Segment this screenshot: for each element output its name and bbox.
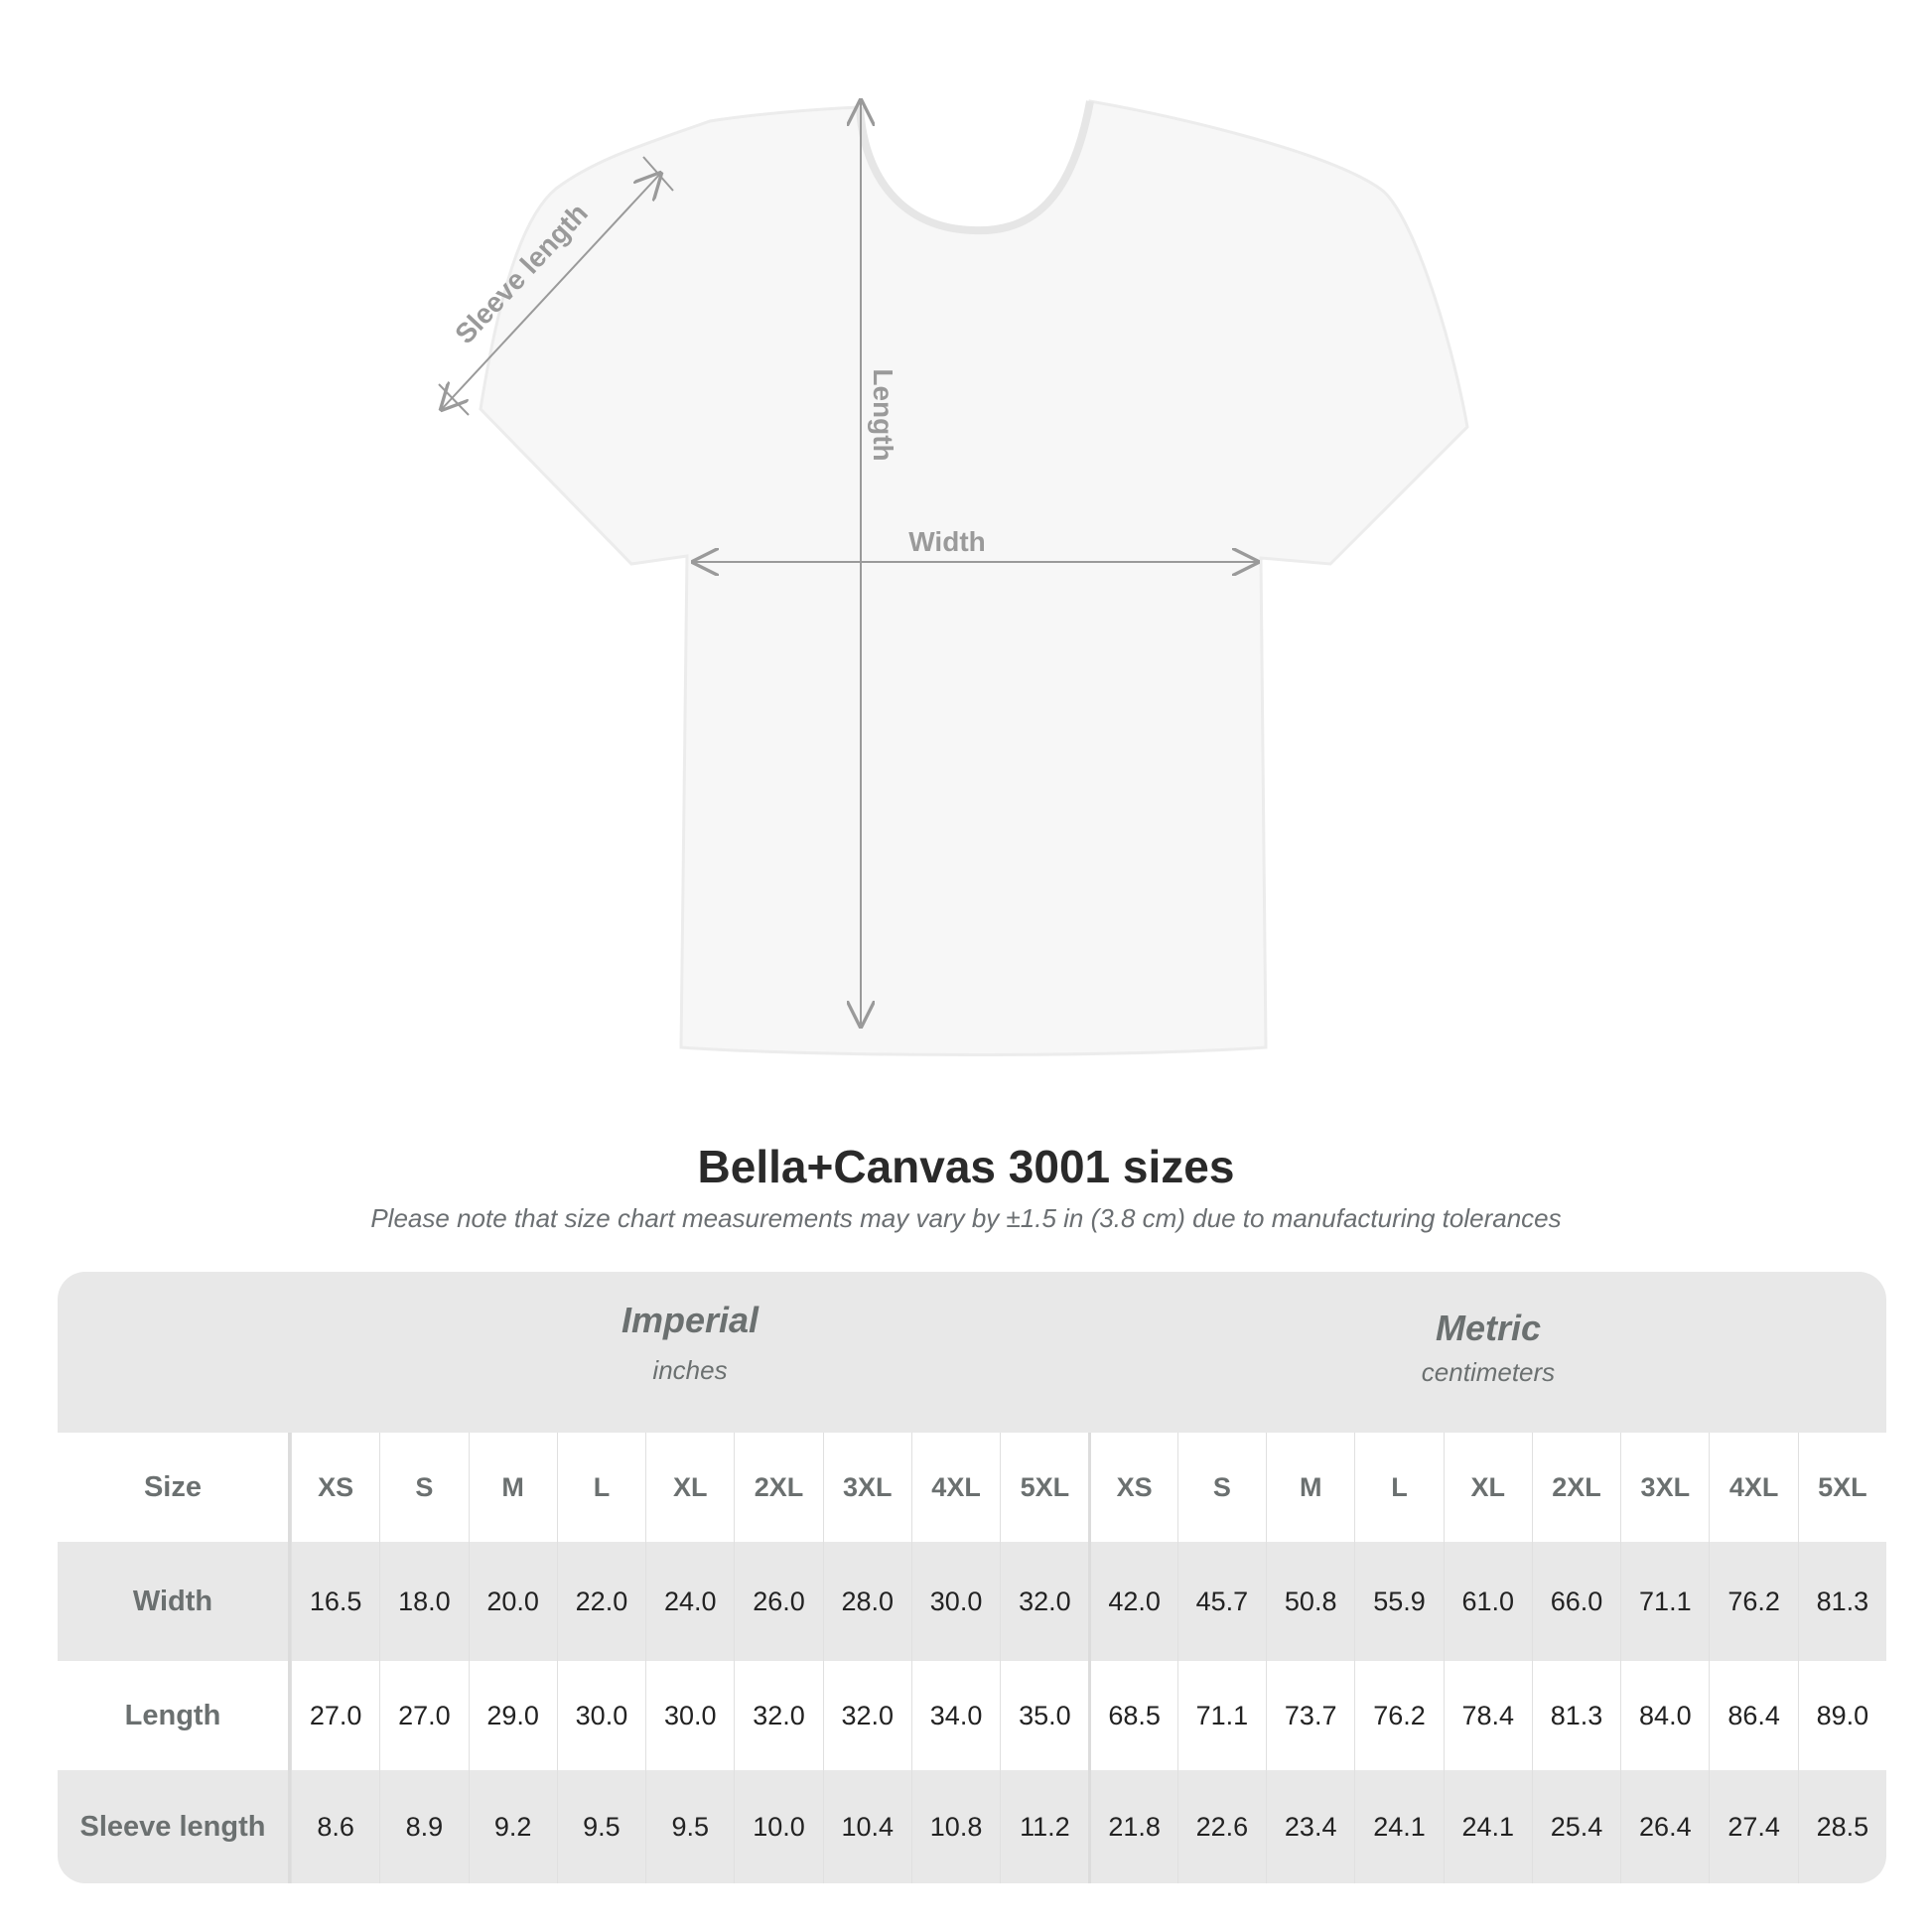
metric-value: 71.1 bbox=[1176, 1661, 1266, 1770]
metric-size-xs: XS bbox=[1088, 1433, 1176, 1542]
metric-value: 22.6 bbox=[1176, 1770, 1266, 1883]
metric-value: 76.2 bbox=[1709, 1542, 1797, 1661]
imperial-value: 28.0 bbox=[822, 1542, 911, 1661]
page-title: Bella+Canvas 3001 sizes bbox=[697, 1141, 1235, 1192]
metric-value: 26.4 bbox=[1620, 1770, 1709, 1883]
imperial-value: 32.0 bbox=[822, 1661, 911, 1770]
imperial-size-xs: XS bbox=[290, 1433, 379, 1542]
imperial-value: 9.2 bbox=[468, 1770, 557, 1883]
imperial-size-2xl: 2XL bbox=[734, 1433, 822, 1542]
imperial-value: 11.2 bbox=[1000, 1770, 1088, 1883]
imperial-size-s: S bbox=[379, 1433, 468, 1542]
metric-value: 45.7 bbox=[1176, 1542, 1266, 1661]
metric-size-2xl: 2XL bbox=[1531, 1433, 1620, 1542]
imperial-value: 32.0 bbox=[734, 1661, 822, 1770]
metric-size-m: M bbox=[1266, 1433, 1354, 1542]
sleeve-arrow bbox=[442, 174, 660, 409]
width-label: Width bbox=[908, 526, 986, 557]
metric-size-3xl: 3XL bbox=[1620, 1433, 1709, 1542]
imperial-title: Imperial bbox=[621, 1300, 759, 1340]
metric-value: 86.4 bbox=[1709, 1661, 1797, 1770]
imperial-value: 20.0 bbox=[468, 1542, 557, 1661]
imperial-value: 26.0 bbox=[734, 1542, 822, 1661]
metric-value: 89.0 bbox=[1797, 1661, 1886, 1770]
imperial-value: 30.0 bbox=[910, 1542, 1000, 1661]
imperial-size-xl: XL bbox=[645, 1433, 734, 1542]
metric-unit: centimeters bbox=[1421, 1357, 1556, 1387]
length-label: Length bbox=[868, 368, 898, 461]
metric-value: 61.0 bbox=[1443, 1542, 1532, 1661]
table-row-width: Width 16.5 18.0 20.0 22.0 24.0 26.0 28.0 30.0 32.… bbox=[58, 1542, 1886, 1661]
tolerance-note: Please note that size chart measurements… bbox=[370, 1203, 1562, 1233]
imperial-size-l: L bbox=[556, 1433, 645, 1542]
metric-value: 84.0 bbox=[1620, 1661, 1709, 1770]
imperial-size-4xl: 4XL bbox=[910, 1433, 1000, 1542]
metric-value: 24.1 bbox=[1443, 1770, 1532, 1883]
metric-value: 78.4 bbox=[1443, 1661, 1532, 1770]
imperial-value: 27.0 bbox=[290, 1661, 379, 1770]
imperial-value: 22.0 bbox=[556, 1542, 645, 1661]
size-header-row: Size XS S M L XL 2XL 3XL 4XL 5XL XS S M L XL 2XL 3XL 4XL 5… bbox=[58, 1433, 1886, 1542]
metric-title: Metric bbox=[1435, 1308, 1542, 1348]
metric-size-s: S bbox=[1176, 1433, 1266, 1542]
imperial-size-5xl: 5XL bbox=[1000, 1433, 1088, 1542]
metric-value: 66.0 bbox=[1531, 1542, 1620, 1661]
imperial-value: 24.0 bbox=[645, 1542, 734, 1661]
imperial-value: 9.5 bbox=[556, 1770, 645, 1883]
size-table: Imperial inches Metric centimeters Size X… bbox=[58, 1272, 1886, 1883]
imperial-value: 10.0 bbox=[734, 1770, 822, 1883]
table-row-sleeve-length: Sleeve length 8.6 8.9 9.2 9.5 9.5 10.0 10.4 10.8… bbox=[58, 1770, 1886, 1883]
imperial-value: 10.4 bbox=[822, 1770, 911, 1883]
metric-size-5xl: 5XL bbox=[1797, 1433, 1886, 1542]
imperial-value: 35.0 bbox=[1000, 1661, 1088, 1770]
imperial-value: 8.9 bbox=[379, 1770, 468, 1883]
metric-value: 68.5 bbox=[1088, 1661, 1176, 1770]
imperial-value: 30.0 bbox=[556, 1661, 645, 1770]
imperial-value: 16.5 bbox=[290, 1542, 379, 1661]
imperial-value: 8.6 bbox=[290, 1770, 379, 1883]
imperial-value: 30.0 bbox=[645, 1661, 734, 1770]
row-label: Sleeve length bbox=[58, 1770, 291, 1883]
metric-value: 21.8 bbox=[1088, 1770, 1176, 1883]
imperial-value: 27.0 bbox=[379, 1661, 468, 1770]
row-label: Width bbox=[58, 1542, 291, 1661]
metric-value: 25.4 bbox=[1531, 1770, 1620, 1883]
metric-header: Metric centimeters bbox=[1091, 1308, 1885, 1388]
imperial-value: 18.0 bbox=[379, 1542, 468, 1661]
metric-value: 76.2 bbox=[1354, 1661, 1443, 1770]
imperial-value: 32.0 bbox=[1000, 1542, 1088, 1661]
metric-value: 50.8 bbox=[1266, 1542, 1354, 1661]
metric-value: 55.9 bbox=[1354, 1542, 1443, 1661]
metric-value: 42.0 bbox=[1088, 1542, 1176, 1661]
table-row-length: Length 27.0 27.0 29.0 30.0 30.0 32.0 32.0 34.0 35… bbox=[58, 1661, 1886, 1770]
metric-size-4xl: 4XL bbox=[1709, 1433, 1797, 1542]
metric-value: 73.7 bbox=[1266, 1661, 1354, 1770]
metric-value: 81.3 bbox=[1797, 1542, 1886, 1661]
imperial-size-m: M bbox=[468, 1433, 557, 1542]
metric-size-l: L bbox=[1354, 1433, 1443, 1542]
imperial-size-3xl: 3XL bbox=[822, 1433, 911, 1542]
imperial-value: 34.0 bbox=[910, 1661, 1000, 1770]
metric-value: 24.1 bbox=[1354, 1770, 1443, 1883]
imperial-value: 29.0 bbox=[468, 1661, 557, 1770]
tshirt-diagram: Sleeve length Length Width bbox=[0, 0, 1469, 1056]
metric-value: 27.4 bbox=[1709, 1770, 1797, 1883]
metric-value: 81.3 bbox=[1531, 1661, 1620, 1770]
tshirt-image bbox=[479, 99, 1469, 1056]
imperial-value: 9.5 bbox=[645, 1770, 734, 1883]
imperial-value: 10.8 bbox=[910, 1770, 1000, 1883]
unit-header: Imperial inches Metric centimeters bbox=[58, 1272, 1886, 1433]
metric-value: 28.5 bbox=[1797, 1770, 1886, 1883]
imperial-header: Imperial inches bbox=[293, 1300, 1087, 1386]
metric-size-xl: XL bbox=[1443, 1433, 1532, 1542]
imperial-unit: inches bbox=[652, 1355, 728, 1385]
metric-value: 71.1 bbox=[1620, 1542, 1709, 1661]
size-label: Size bbox=[58, 1433, 291, 1542]
row-label: Length bbox=[58, 1661, 291, 1770]
metric-value: 23.4 bbox=[1266, 1770, 1354, 1883]
